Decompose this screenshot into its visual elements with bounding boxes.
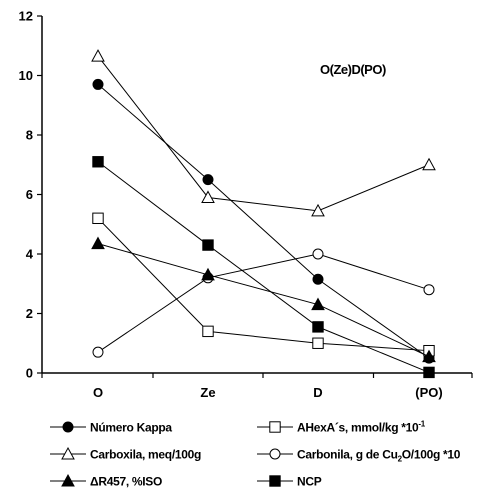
data-point-r457 [201, 267, 215, 281]
legend-entry-hexa: AHexA´s, mmol/kg *10-1 [257, 420, 426, 435]
legend-label: Carbonila, g de Cu2O/100g *10 [297, 448, 461, 464]
y-tick-label: 0 [26, 366, 33, 381]
data-point-ncp [202, 239, 214, 251]
data-point-ncp [92, 156, 104, 168]
legend-label: ΔR457, %ISO [90, 475, 162, 489]
legend-entry-ncp: NCP [257, 475, 322, 489]
legend: Número Kappa AHexA´s, mmol/kg *10-1 Carbox… [50, 420, 461, 489]
series-hexa [92, 212, 435, 357]
data-point-r457 [91, 236, 105, 250]
legend-marker-r457 [61, 473, 75, 487]
series-r457 [91, 236, 436, 363]
legend-label: Carboxila, meq/100g [90, 448, 201, 462]
legend-marker-kappa [62, 421, 74, 433]
y-tick-label: 12 [19, 9, 33, 24]
data-point-carboxila [422, 157, 436, 171]
data-point-kappa [202, 174, 214, 186]
legend-label: AHexA´s, mmol/kg *10-1 [297, 420, 426, 435]
legend-marker-carbonila [269, 448, 281, 460]
data-point-ncp [312, 321, 324, 333]
data-point-kappa [92, 78, 104, 90]
series-line-carbonila [97, 253, 430, 353]
data-point-r457 [422, 349, 436, 363]
data-point-hexa [202, 325, 214, 338]
legend-label: Número Kappa [90, 421, 172, 435]
legend-marker-hexa [269, 421, 281, 433]
legend-label: NCP [297, 475, 322, 489]
y-tick-label: 6 [26, 187, 33, 202]
data-point-hexa [92, 212, 104, 225]
data-point-hexa [312, 337, 324, 349]
series-line-ncp [97, 161, 430, 373]
series-line-carboxila [97, 55, 430, 212]
series-carboxila [91, 49, 436, 217]
data-point-kappa [312, 273, 324, 285]
series-line-r457 [97, 243, 430, 358]
legend-entry-kappa: Número Kappa [50, 421, 173, 435]
data-point-carbonila [312, 248, 324, 260]
x-tick-label: Ze [200, 385, 215, 400]
legend-marker-ncp [269, 475, 281, 487]
data-point-r457 [311, 297, 325, 311]
y-tick-label: 4 [26, 247, 34, 262]
chart-annotation: O(Ze)D(PO) [320, 62, 386, 77]
y-tick-label: 8 [26, 128, 33, 143]
legend-marker-carboxila [61, 446, 75, 460]
series-carbonila [92, 248, 435, 358]
x-tick-label: (PO) [415, 385, 442, 400]
legend-entry-carboxila: Carboxila, meq/100g [50, 446, 201, 462]
data-point-carboxila [311, 203, 325, 217]
x-tick-label: O [93, 385, 103, 400]
legend-entry-carbonila: Carbonila, g de Cu2O/100g *10 [257, 448, 461, 464]
series-layer [91, 49, 436, 379]
data-point-carbonila [92, 346, 104, 358]
data-point-ncp [423, 366, 435, 379]
y-tick-label: 2 [26, 306, 33, 321]
series-line-hexa [97, 217, 430, 352]
series-ncp [92, 156, 435, 379]
data-point-carbonila [423, 284, 435, 296]
data-point-carboxila [201, 190, 215, 203]
data-point-carboxila [91, 49, 105, 62]
axes: 0 2 4 6 8 10 12 O Ze D (PO) [19, 9, 473, 400]
legend-entry-r457: ΔR457, %ISO [50, 473, 162, 489]
x-tick-label: D [313, 385, 322, 400]
series-line-kappa [97, 84, 430, 359]
y-tick-label: 10 [19, 68, 33, 83]
